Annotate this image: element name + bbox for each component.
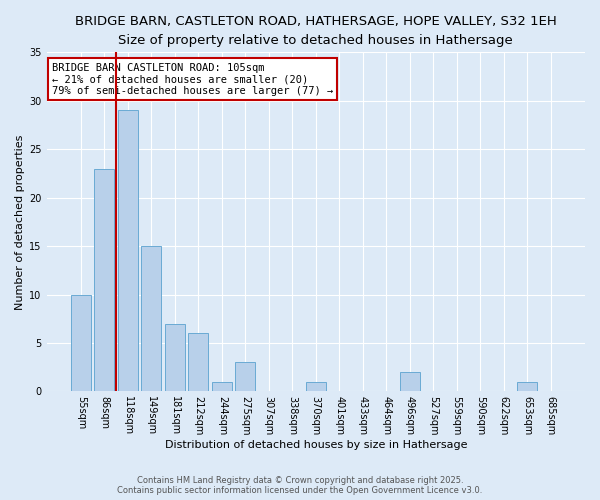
Bar <box>142 246 161 392</box>
Text: Contains HM Land Registry data © Crown copyright and database right 2025.
Contai: Contains HM Land Registry data © Crown c… <box>118 476 482 495</box>
Bar <box>235 362 256 392</box>
Bar <box>212 382 232 392</box>
Title: BRIDGE BARN, CASTLETON ROAD, HATHERSAGE, HOPE VALLEY, S32 1EH
Size of property r: BRIDGE BARN, CASTLETON ROAD, HATHERSAGE,… <box>75 15 557 47</box>
Bar <box>71 294 91 392</box>
Bar <box>188 334 208 392</box>
Bar <box>165 324 185 392</box>
Bar <box>306 382 326 392</box>
Bar <box>400 372 419 392</box>
Bar <box>517 382 537 392</box>
Text: BRIDGE BARN CASTLETON ROAD: 105sqm
← 21% of detached houses are smaller (20)
79%: BRIDGE BARN CASTLETON ROAD: 105sqm ← 21%… <box>52 62 333 96</box>
Y-axis label: Number of detached properties: Number of detached properties <box>15 134 25 310</box>
X-axis label: Distribution of detached houses by size in Hathersage: Distribution of detached houses by size … <box>164 440 467 450</box>
Bar <box>118 110 138 392</box>
Bar <box>94 168 115 392</box>
